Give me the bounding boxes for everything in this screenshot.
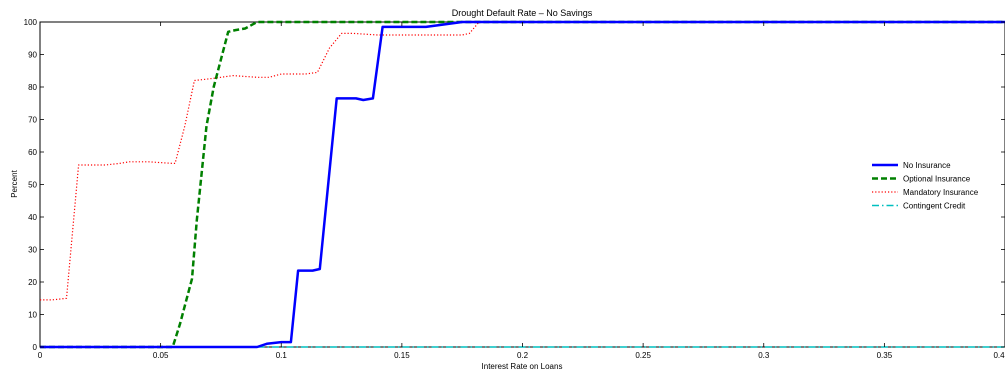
y-tick-label: 80 (28, 83, 37, 92)
legend-label: Mandatory Insurance (903, 188, 979, 197)
y-tick-label: 60 (28, 148, 37, 157)
plot-area-frame (39, 21, 1005, 348)
y-tick-label: 40 (28, 213, 37, 222)
x-tick-label: 0 (38, 351, 43, 360)
chart-title: Drought Default Rate – No Savings (452, 8, 593, 18)
x-tick-label: 0.05 (153, 351, 169, 360)
x-axis-label: Interest Rate on Loans (482, 362, 563, 371)
legend-label: Contingent Credit (903, 202, 966, 211)
y-tick-label: 30 (28, 246, 37, 255)
y-tick-label: 10 (28, 311, 37, 320)
y-tick-label: 70 (28, 116, 37, 125)
x-tick-label: 0.4 (993, 351, 1005, 360)
y-tick-label: 90 (28, 51, 37, 60)
y-tick-label: 100 (24, 18, 38, 27)
x-tick-label: 0.15 (394, 351, 410, 360)
x-tick-label: 0.2 (517, 351, 529, 360)
x-tick-label: 0.25 (635, 351, 651, 360)
y-tick-label: 20 (28, 278, 37, 287)
x-tick-label: 0.35 (877, 351, 893, 360)
y-tick-label: 50 (28, 181, 37, 190)
legend: No Insurance Optional Insurance Mandatory … (866, 156, 984, 214)
x-tick-label: 0.1 (276, 351, 288, 360)
y-tick-label: 0 (33, 343, 38, 352)
y-axis-label: Percent (10, 169, 19, 197)
x-tick-label: 0.3 (758, 351, 770, 360)
legend-label: No Insurance (903, 161, 951, 170)
x-axis: 0 0.05 0.1 0.15 0.2 0.25 0.3 0.35 0.4 (38, 22, 1005, 360)
series-line-1 (40, 20, 1005, 349)
series-line-0 (40, 20, 1005, 349)
legend-label: Optional Insurance (903, 175, 971, 184)
y-axis: 0 10 20 30 40 50 60 70 80 90 100 (24, 18, 1005, 352)
